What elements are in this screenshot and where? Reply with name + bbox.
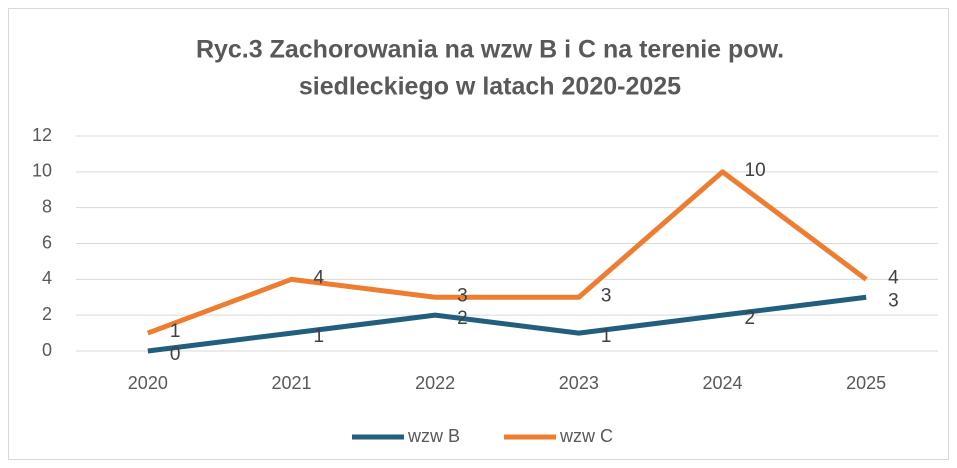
y-tick-label: 10 [32, 161, 52, 181]
y-tick-label: 2 [42, 304, 52, 324]
data-label: 4 [314, 267, 325, 288]
data-label: 3 [601, 285, 612, 306]
y-tick-label: 8 [42, 196, 52, 216]
legend-label: wzw B [407, 426, 460, 446]
chart-title: Ryc.3 Zachorowania na wzw B i C na teren… [196, 36, 784, 64]
data-label: 1 [314, 326, 325, 347]
data-label: 1 [601, 326, 612, 347]
x-tick-label: 2024 [702, 373, 742, 393]
x-tick-label: 2025 [846, 373, 886, 393]
legend-label: wzw C [559, 426, 613, 446]
y-tick-label: 4 [42, 268, 52, 288]
x-tick-label: 2021 [271, 373, 311, 393]
y-tick-label: 0 [42, 340, 52, 360]
chart-border [8, 8, 949, 460]
data-label: 0 [170, 344, 181, 365]
y-tick-label: 12 [32, 125, 52, 145]
x-tick-label: 2023 [559, 373, 599, 393]
data-label: 3 [888, 290, 899, 311]
data-label: 2 [745, 308, 756, 329]
data-label: 3 [457, 285, 468, 306]
series-line [146, 169, 868, 336]
x-tick-label: 2020 [128, 373, 168, 393]
data-label: 1 [170, 321, 181, 342]
y-tick-label: 6 [42, 232, 52, 252]
x-tick-label: 2022 [415, 373, 455, 393]
data-label: 4 [888, 267, 899, 288]
series-line [147, 294, 867, 354]
data-label: 2 [457, 308, 468, 329]
data-label: 10 [745, 160, 766, 181]
chart-title: siedleckiego w latach 2020-2025 [299, 73, 681, 101]
